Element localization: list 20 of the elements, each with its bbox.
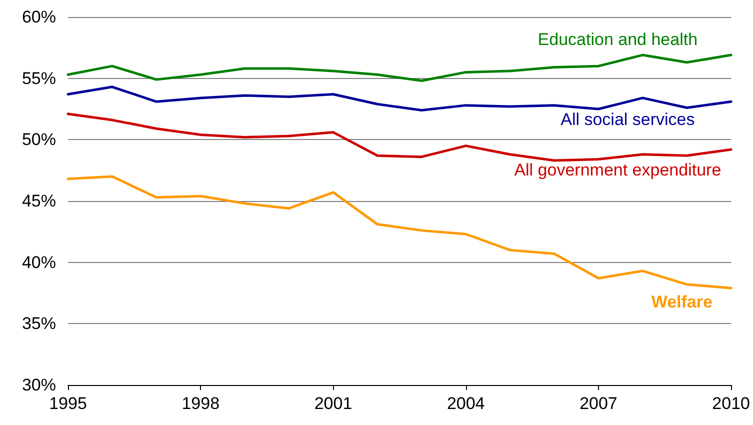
series-label: Welfare	[651, 292, 712, 312]
y-tick-label: 50%	[22, 130, 56, 150]
series-label: All government expenditure	[514, 160, 722, 180]
x-tick-label: 2010	[712, 394, 750, 413]
line-series	[66, 112, 732, 162]
series-label: All social services	[560, 110, 695, 129]
line-series	[66, 54, 732, 82]
series-label: Education and health	[538, 30, 698, 50]
y-tick-label: 60%	[22, 8, 56, 26]
y-tick-label: 40%	[22, 252, 56, 272]
y-tick-label: 30%	[22, 376, 56, 394]
x-tick-label: 2001	[314, 394, 352, 413]
x-tick-label: 2007	[580, 394, 618, 413]
x-tick-label: 2004	[446, 394, 485, 413]
x-tick-label: 1998	[182, 394, 220, 413]
y-tick-label: 35%	[22, 314, 56, 334]
y-tick-label: 55%	[22, 68, 56, 88]
y-tick-label: 45%	[22, 192, 56, 210]
x-tick-label: 1995	[49, 394, 87, 413]
line-series	[66, 86, 732, 112]
